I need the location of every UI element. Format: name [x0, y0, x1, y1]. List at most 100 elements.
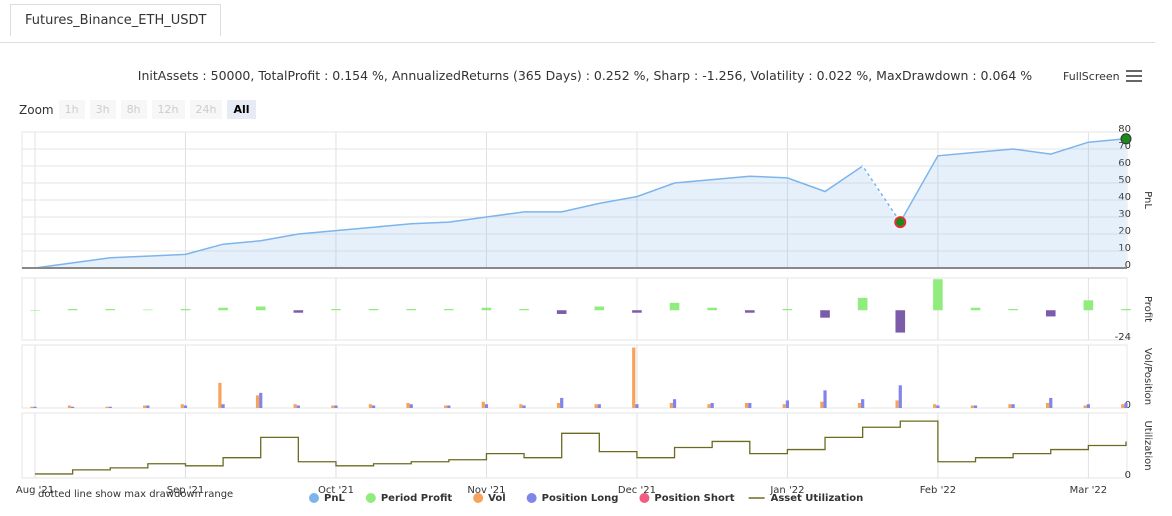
y-axis-title: PnL — [1142, 191, 1153, 209]
bar — [218, 307, 228, 311]
bar — [368, 404, 372, 408]
legend-label[interactable]: Period Profit — [381, 493, 453, 504]
bar — [707, 404, 711, 408]
bar — [293, 404, 297, 408]
bar — [1086, 404, 1090, 408]
bar — [221, 404, 225, 408]
zoom-button[interactable]: 1h — [58, 100, 85, 119]
y-axis-title: Vol/Position — [1142, 348, 1153, 405]
bar — [895, 310, 906, 333]
bar — [481, 401, 485, 408]
bar — [1121, 309, 1131, 311]
bar — [748, 402, 752, 408]
zoom-button[interactable]: 8h — [120, 100, 147, 119]
tab[interactable]: Futures_Binance_ETH_USDT — [10, 4, 222, 36]
bar — [820, 401, 824, 408]
y-tick-label: 20 — [1118, 226, 1131, 237]
bar — [71, 406, 75, 408]
bar — [481, 307, 492, 311]
zoom-button[interactable]: All — [227, 100, 256, 119]
bar — [895, 400, 899, 408]
legend-symbol — [309, 493, 319, 503]
bar — [707, 307, 717, 311]
bar — [108, 406, 112, 408]
bar — [259, 392, 263, 408]
x-tick-label: Sep '21 — [167, 485, 205, 496]
bar — [409, 404, 413, 408]
bar — [635, 404, 639, 408]
drawdown-line — [861, 165, 902, 223]
fullscreen-button[interactable]: FullScreen — [1063, 70, 1120, 83]
bar — [710, 402, 714, 408]
bar — [1045, 402, 1050, 408]
bar — [368, 309, 379, 311]
bar — [444, 309, 454, 311]
legend-symbol — [639, 493, 650, 503]
y-axis-title: Profit — [1142, 296, 1153, 322]
bar — [785, 400, 790, 408]
x-tick-label: Dec '21 — [618, 485, 656, 496]
bar — [556, 310, 567, 314]
bar — [1124, 402, 1128, 408]
bar — [970, 405, 974, 408]
legend-label[interactable]: PnL — [324, 493, 345, 504]
bar — [146, 405, 150, 408]
bar — [933, 279, 943, 311]
bar — [861, 399, 865, 408]
bar — [406, 309, 417, 311]
x-tick-label: Aug '21 — [16, 485, 54, 496]
legend-label[interactable]: Asset Utilization — [771, 493, 864, 504]
bar — [519, 404, 523, 408]
x-tick-label: Feb '22 — [920, 485, 956, 496]
zoom-button[interactable]: 24h — [189, 100, 223, 119]
area — [35, 138, 1126, 268]
bar — [632, 347, 636, 408]
bar — [143, 309, 153, 311]
bar — [1083, 405, 1087, 408]
legend-label[interactable]: Vol — [488, 493, 506, 504]
legend-label[interactable]: Position Short — [654, 493, 734, 504]
bar — [30, 310, 40, 311]
bar — [857, 297, 868, 311]
bar — [406, 402, 410, 408]
bar — [484, 404, 489, 408]
bar — [183, 405, 188, 408]
bar — [560, 397, 564, 408]
bar — [143, 405, 147, 408]
bar — [933, 404, 937, 408]
bar — [594, 306, 605, 311]
bar — [669, 302, 680, 311]
bar — [556, 402, 561, 408]
zoom: Zoom 1h 3h 8h 12h 24h All — [19, 100, 256, 119]
bar — [1045, 310, 1056, 317]
bar — [67, 405, 72, 408]
bar — [180, 404, 184, 408]
zoom-button[interactable]: 3h — [89, 100, 116, 119]
zoom-label: Zoom — [19, 102, 54, 117]
bar — [293, 310, 304, 313]
legend-symbol — [365, 493, 376, 503]
bar — [331, 309, 341, 311]
bar — [1049, 397, 1053, 408]
y-tick-label: 0 — [1125, 400, 1131, 411]
bar — [180, 309, 191, 311]
bar — [33, 406, 37, 408]
zoom-button[interactable]: 12h — [151, 100, 185, 119]
bar — [594, 404, 598, 408]
bar — [782, 404, 786, 408]
x-tick-label: Jan '22 — [769, 485, 804, 496]
bar — [67, 309, 78, 311]
bar — [296, 405, 300, 408]
bar — [820, 310, 830, 318]
y-tick-label: 0 — [1125, 470, 1131, 481]
x-tick-label: Nov '21 — [467, 485, 505, 496]
x-tick-label: Mar '22 — [1070, 485, 1108, 496]
line — [34, 138, 1127, 269]
legend-label[interactable]: Position Long — [542, 493, 619, 504]
bar — [744, 310, 755, 313]
note: dotted line show max drawdown range — [38, 489, 233, 500]
bar — [823, 390, 827, 408]
menu-icon[interactable] — [1126, 70, 1142, 85]
bar — [334, 405, 338, 408]
